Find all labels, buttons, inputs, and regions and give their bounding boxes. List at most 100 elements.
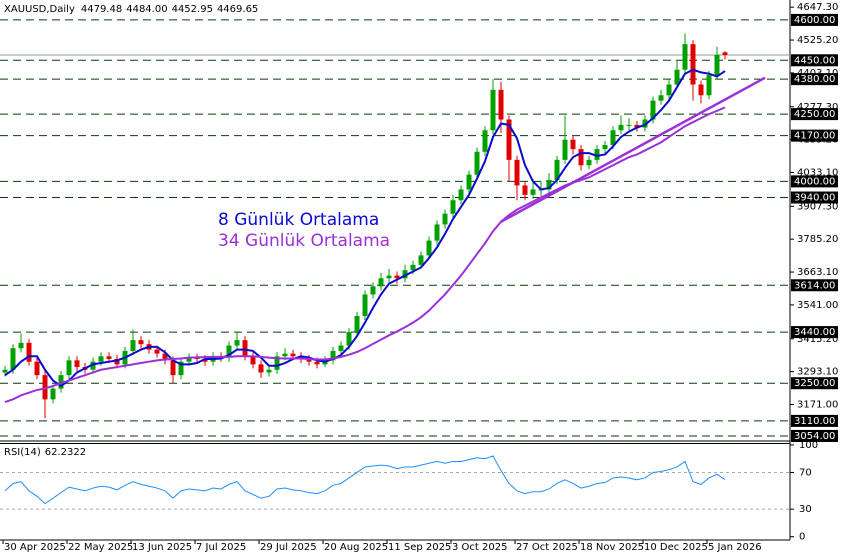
candle-body (474, 151, 480, 175)
candle-body (458, 189, 464, 201)
candle-body (314, 361, 320, 365)
level-label: 4380.00 (794, 74, 835, 85)
candle-body (666, 84, 672, 96)
x-tick-label: 22 May 2025 (68, 542, 133, 553)
candle-body (634, 124, 640, 128)
candle-body (330, 350, 336, 361)
y-tick-label: 3415.20 (797, 334, 838, 345)
candle-body (58, 375, 64, 389)
candle-body (290, 353, 296, 357)
level-label: 3054.00 (794, 431, 835, 442)
candle-body (490, 89, 496, 131)
candle-body (658, 95, 664, 101)
candle-body (98, 356, 104, 362)
candle-body (722, 52, 728, 55)
candle-body (442, 213, 448, 225)
candle-body (618, 124, 624, 131)
candle-body (714, 54, 720, 76)
moving-average (4, 68, 726, 388)
y-tick-label: 3171.00 (797, 399, 838, 410)
candle-body (386, 275, 392, 279)
candle-body (26, 342, 32, 362)
candle-body (642, 119, 648, 128)
level-label-box (791, 377, 838, 390)
level-label-box (791, 175, 838, 188)
candle-body (346, 332, 352, 346)
rsi-tick-label: 30 (799, 504, 812, 515)
candle-body (410, 264, 416, 271)
candle-body (402, 270, 408, 279)
level-label: 4450.00 (794, 55, 835, 66)
candle-body (162, 353, 168, 361)
legend-label: 34 Günlük Ortalama (218, 231, 390, 251)
candle-body (250, 356, 256, 365)
x-tick-label: 5 Jan 2026 (708, 542, 762, 553)
rsi-title: RSI(14) (4, 447, 41, 458)
level-label: 3940.00 (794, 193, 835, 204)
candle-body (338, 345, 344, 351)
y-tick-label: 3785.20 (797, 234, 838, 245)
level-label-box (791, 279, 838, 292)
candle-body (426, 240, 432, 256)
level-label-box (791, 191, 838, 204)
header-value: 4479.48 (81, 4, 122, 15)
candle-body (682, 44, 688, 70)
rsi-value: 62.2322 (45, 447, 86, 458)
level-label: 3614.00 (794, 280, 835, 291)
candle-body (498, 89, 504, 120)
candle-body (602, 145, 608, 150)
candle-body (258, 364, 264, 373)
candle-body (242, 340, 248, 357)
header-value: 4452.95 (172, 4, 213, 15)
rsi-tick-label: 0 (799, 532, 805, 543)
candle-body (50, 388, 56, 400)
level-label-box (791, 414, 838, 427)
candle-body (362, 294, 368, 316)
level-label-box (791, 73, 838, 86)
x-tick-label: 29 Jul 2025 (260, 542, 317, 553)
candle-body (354, 315, 360, 333)
candle-body (690, 44, 696, 85)
candle-body (706, 75, 712, 96)
level-label-box (791, 54, 838, 67)
level-label: 4000.00 (794, 176, 835, 187)
candle-body (610, 130, 616, 146)
candle-body (170, 360, 176, 376)
candle-body (570, 139, 576, 150)
candle-body (130, 340, 136, 351)
header: XAUUSD,Daily (4, 4, 75, 15)
level-label-box (791, 429, 838, 442)
x-tick-label: 7 Jul 2025 (196, 542, 246, 553)
candle-body (466, 174, 472, 190)
y-tick-label: 4033.10 (797, 167, 838, 178)
candle-body (138, 340, 144, 345)
x-tick-label: 3 Oct 2025 (452, 542, 507, 553)
candle-body (154, 349, 160, 354)
candle-body (18, 342, 24, 349)
candle-body (586, 159, 592, 166)
candle-body (482, 130, 488, 152)
y-tick-label: 3293.10 (797, 367, 838, 378)
legend-label: 8 Günlük Ortalama (218, 210, 379, 230)
candle-body (698, 84, 704, 96)
y-tick-label: 4525.20 (797, 35, 838, 46)
candle-body (106, 356, 112, 359)
candle-body (306, 358, 312, 362)
candle-body (34, 361, 40, 376)
candle-body (74, 360, 80, 368)
header-value: 4484.00 (126, 4, 167, 15)
x-tick-label: 18 Nov 2025 (580, 542, 644, 553)
level-label-box (791, 326, 838, 339)
candle-body (66, 360, 72, 376)
x-tick-label: 11 Sep 2025 (388, 542, 451, 553)
candle-body (274, 356, 280, 370)
moving-average (4, 106, 726, 404)
x-tick-label: 20 Aug 2025 (324, 542, 388, 553)
candle-body (450, 200, 456, 214)
candle-body (226, 345, 232, 358)
candle-body (650, 100, 656, 120)
level-label: 4250.00 (794, 109, 835, 120)
candle-body (186, 357, 192, 362)
